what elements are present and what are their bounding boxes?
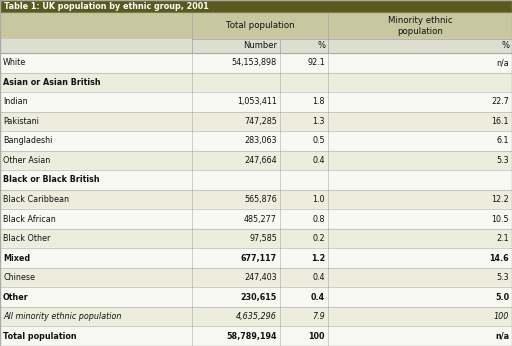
Text: 247,664: 247,664 bbox=[244, 156, 277, 165]
Text: Table 1: UK population by ethnic group, 2001: Table 1: UK population by ethnic group, … bbox=[4, 2, 209, 11]
Text: Pakistani: Pakistani bbox=[3, 117, 39, 126]
Text: 485,277: 485,277 bbox=[244, 215, 277, 224]
Text: 92.1: 92.1 bbox=[307, 58, 325, 67]
Text: n/a: n/a bbox=[495, 332, 509, 341]
Text: 565,876: 565,876 bbox=[244, 195, 277, 204]
Text: 1.3: 1.3 bbox=[312, 117, 325, 126]
Text: 1.2: 1.2 bbox=[311, 254, 325, 263]
Text: Other Asian: Other Asian bbox=[3, 156, 50, 165]
Text: 100: 100 bbox=[309, 332, 325, 341]
Text: Mixed: Mixed bbox=[3, 254, 30, 263]
Text: %: % bbox=[501, 42, 509, 51]
Bar bbox=[0, 327, 512, 346]
Text: 10.5: 10.5 bbox=[492, 215, 509, 224]
Text: 16.1: 16.1 bbox=[492, 117, 509, 126]
Bar bbox=[0, 288, 512, 307]
Text: 1.8: 1.8 bbox=[312, 97, 325, 106]
Text: Black Caribbean: Black Caribbean bbox=[3, 195, 69, 204]
Text: Minority ethnic
population: Minority ethnic population bbox=[388, 16, 452, 36]
Text: Black or Black British: Black or Black British bbox=[3, 175, 100, 184]
Bar bbox=[0, 131, 512, 151]
Bar bbox=[0, 268, 512, 288]
Text: 5.3: 5.3 bbox=[496, 273, 509, 282]
Text: Black African: Black African bbox=[3, 215, 56, 224]
Text: 58,789,194: 58,789,194 bbox=[226, 332, 277, 341]
Text: 22.7: 22.7 bbox=[491, 97, 509, 106]
Text: n/a: n/a bbox=[496, 58, 509, 67]
Bar bbox=[0, 209, 512, 229]
Bar bbox=[0, 112, 512, 131]
Text: 1.0: 1.0 bbox=[312, 195, 325, 204]
Text: 97,585: 97,585 bbox=[249, 234, 277, 243]
Text: Asian or Asian British: Asian or Asian British bbox=[3, 78, 101, 87]
Text: 100: 100 bbox=[494, 312, 509, 321]
Text: 247,403: 247,403 bbox=[244, 273, 277, 282]
Text: Total population: Total population bbox=[3, 332, 77, 341]
Text: 7.9: 7.9 bbox=[312, 312, 325, 321]
Bar bbox=[0, 39, 512, 53]
Text: 1,053,411: 1,053,411 bbox=[237, 97, 277, 106]
Bar bbox=[0, 151, 512, 170]
Text: %: % bbox=[317, 42, 325, 51]
Bar bbox=[0, 229, 512, 248]
Text: 0.5: 0.5 bbox=[312, 136, 325, 145]
Bar bbox=[0, 170, 512, 190]
Text: Indian: Indian bbox=[3, 97, 28, 106]
Bar bbox=[0, 92, 512, 112]
Text: 4,635,296: 4,635,296 bbox=[236, 312, 277, 321]
Text: Total population: Total population bbox=[226, 21, 294, 30]
Text: 12.2: 12.2 bbox=[491, 195, 509, 204]
Text: Number: Number bbox=[243, 42, 277, 51]
Text: Bangladeshi: Bangladeshi bbox=[3, 136, 52, 145]
Bar bbox=[0, 53, 512, 73]
Text: 2.1: 2.1 bbox=[496, 234, 509, 243]
Text: White: White bbox=[3, 58, 26, 67]
Text: Other: Other bbox=[3, 293, 29, 302]
Text: Chinese: Chinese bbox=[3, 273, 35, 282]
Bar bbox=[0, 307, 512, 327]
Text: Black Other: Black Other bbox=[3, 234, 50, 243]
Text: 14.6: 14.6 bbox=[489, 254, 509, 263]
Bar bbox=[0, 248, 512, 268]
Text: 283,063: 283,063 bbox=[245, 136, 277, 145]
Text: 230,615: 230,615 bbox=[241, 293, 277, 302]
Text: 0.8: 0.8 bbox=[312, 215, 325, 224]
Text: 0.2: 0.2 bbox=[312, 234, 325, 243]
Bar bbox=[0, 13, 512, 39]
Text: 747,285: 747,285 bbox=[244, 117, 277, 126]
Text: 677,117: 677,117 bbox=[241, 254, 277, 263]
Text: 5.3: 5.3 bbox=[496, 156, 509, 165]
Text: 0.4: 0.4 bbox=[312, 273, 325, 282]
Text: 54,153,898: 54,153,898 bbox=[232, 58, 277, 67]
Text: 6.1: 6.1 bbox=[497, 136, 509, 145]
Text: 0.4: 0.4 bbox=[311, 293, 325, 302]
Text: All minority ethnic population: All minority ethnic population bbox=[3, 312, 121, 321]
Text: 0.4: 0.4 bbox=[312, 156, 325, 165]
Bar bbox=[0, 73, 512, 92]
Text: 5.0: 5.0 bbox=[495, 293, 509, 302]
Bar bbox=[0, 0, 512, 13]
Bar bbox=[0, 190, 512, 209]
